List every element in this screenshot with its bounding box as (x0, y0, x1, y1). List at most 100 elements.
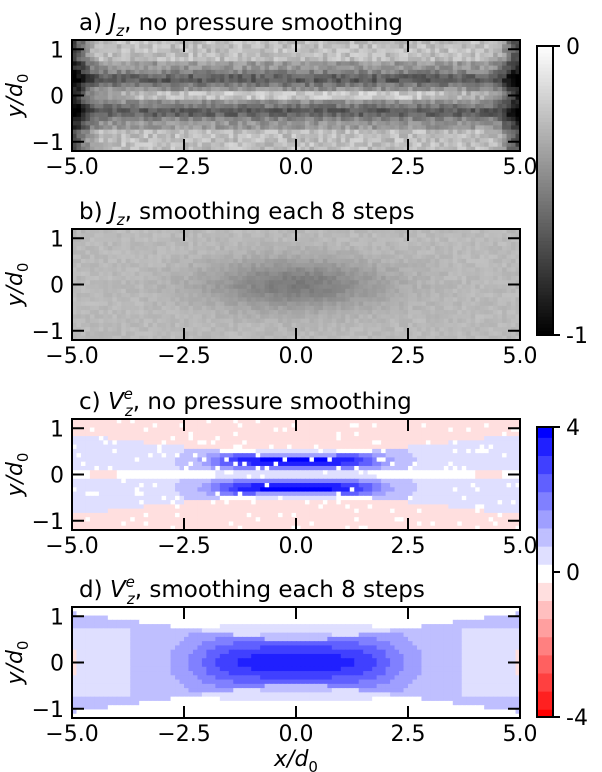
heatmap-cell (390, 112, 396, 118)
heatmap-cell (358, 138, 364, 144)
heatmap-cell (98, 314, 104, 320)
heatmap-cell (322, 314, 328, 320)
heatmap-cell (331, 305, 337, 311)
heatmap-cell (215, 229, 221, 234)
heatmap-cell (385, 142, 391, 148)
heatmap-cell (130, 310, 136, 315)
heatmap-cell (340, 108, 346, 114)
heatmap-cell (103, 86, 109, 92)
heatmap-cell (206, 246, 212, 251)
heatmap-cell (287, 108, 293, 114)
heatmap-cell (269, 112, 275, 118)
heatmap-cell (237, 229, 243, 234)
heatmap-cell (484, 267, 490, 273)
heatmap-cell (166, 314, 172, 320)
heatmap-cell (197, 74, 203, 80)
heatmap-cell (130, 297, 136, 303)
heatmap-cell (170, 40, 176, 45)
heatmap-cell (161, 82, 167, 88)
heatmap-cell (416, 314, 423, 320)
heatmap-cell (372, 108, 378, 114)
heatmap-cell (318, 52, 324, 58)
heatmap-cell (340, 297, 346, 303)
heatmap-cell (179, 284, 185, 290)
heatmap-cell (372, 271, 378, 277)
heatmap-cell (488, 74, 494, 80)
heatmap-cell (309, 229, 315, 234)
heatmap-cell (233, 271, 239, 277)
heatmap-cell (381, 78, 387, 84)
heatmap-cell (479, 318, 485, 324)
heatmap-cell (327, 91, 333, 97)
heatmap-cell (148, 246, 154, 251)
heatmap-cell (376, 314, 382, 320)
heatmap-cell (416, 246, 423, 251)
heatmap-cell (188, 284, 194, 290)
heatmap-cell (408, 318, 414, 324)
heatmap-cell (166, 65, 172, 71)
heatmap-cell (296, 327, 302, 333)
heatmap-cell (448, 48, 454, 54)
heatmap-cell (291, 310, 297, 315)
heatmap-cell (502, 280, 508, 286)
heatmap-cell (282, 108, 288, 114)
heatmap-cell (269, 314, 275, 320)
heatmap-cell (219, 301, 225, 307)
heatmap-cell (197, 293, 203, 298)
heatmap-cell (345, 297, 351, 303)
heatmap-cell (175, 138, 181, 144)
heatmap-cell (394, 91, 400, 97)
heatmap-cell (394, 133, 400, 139)
heatmap-cell (470, 69, 476, 75)
heatmap-cell (416, 322, 423, 328)
heatmap-cell (192, 322, 199, 328)
heatmap-cell (76, 305, 82, 311)
heatmap-cell (72, 271, 78, 277)
heatmap-cell (443, 142, 449, 148)
heatmap-cell (439, 267, 445, 273)
heatmap-cell (246, 229, 252, 234)
heatmap-cell (175, 65, 181, 71)
heatmap-cell (125, 104, 131, 109)
heatmap-cell (80, 318, 87, 324)
heatmap-cell (282, 121, 288, 126)
heatmap-cell (452, 95, 458, 101)
heatmap-cell (184, 241, 190, 247)
heatmap-cell (399, 246, 405, 251)
heatmap-cell (461, 254, 467, 260)
heatmap-cell (116, 129, 122, 135)
heatmap-cell (94, 267, 100, 273)
heatmap-cell (394, 310, 400, 315)
heatmap-cell (197, 246, 203, 251)
heatmap-cell (493, 121, 499, 126)
heatmap-cell (98, 74, 104, 80)
heatmap-cell (452, 263, 458, 269)
heatmap-cell (425, 275, 431, 281)
heatmap-cell (197, 61, 203, 67)
heatmap-cell (322, 229, 328, 234)
heatmap-cell (210, 229, 216, 234)
heatmap-cell (367, 40, 373, 45)
heatmap-cell (166, 322, 172, 328)
heatmap-cell (443, 116, 449, 122)
heatmap-cell (497, 318, 503, 324)
heatmap-cell (224, 301, 230, 307)
heatmap-cell (466, 82, 472, 88)
heatmap-cell (488, 104, 494, 109)
heatmap-cell (412, 301, 418, 307)
heatmap-cell (461, 112, 467, 118)
heatmap-cell (85, 284, 91, 290)
heatmap-cell (390, 288, 396, 294)
heatmap-cell (502, 104, 508, 109)
heatmap-cell (260, 133, 266, 139)
heatmap-cell (322, 284, 328, 290)
heatmap-cell (130, 40, 136, 45)
heatmap-cell (434, 314, 440, 320)
heatmap-cell (421, 86, 427, 92)
heatmap-cell (296, 48, 302, 54)
heatmap-cell (179, 229, 185, 234)
heatmap-cell (296, 86, 302, 92)
heatmap-cell (318, 241, 324, 247)
heatmap-cell (72, 293, 78, 298)
heatmap-cell (475, 250, 481, 256)
